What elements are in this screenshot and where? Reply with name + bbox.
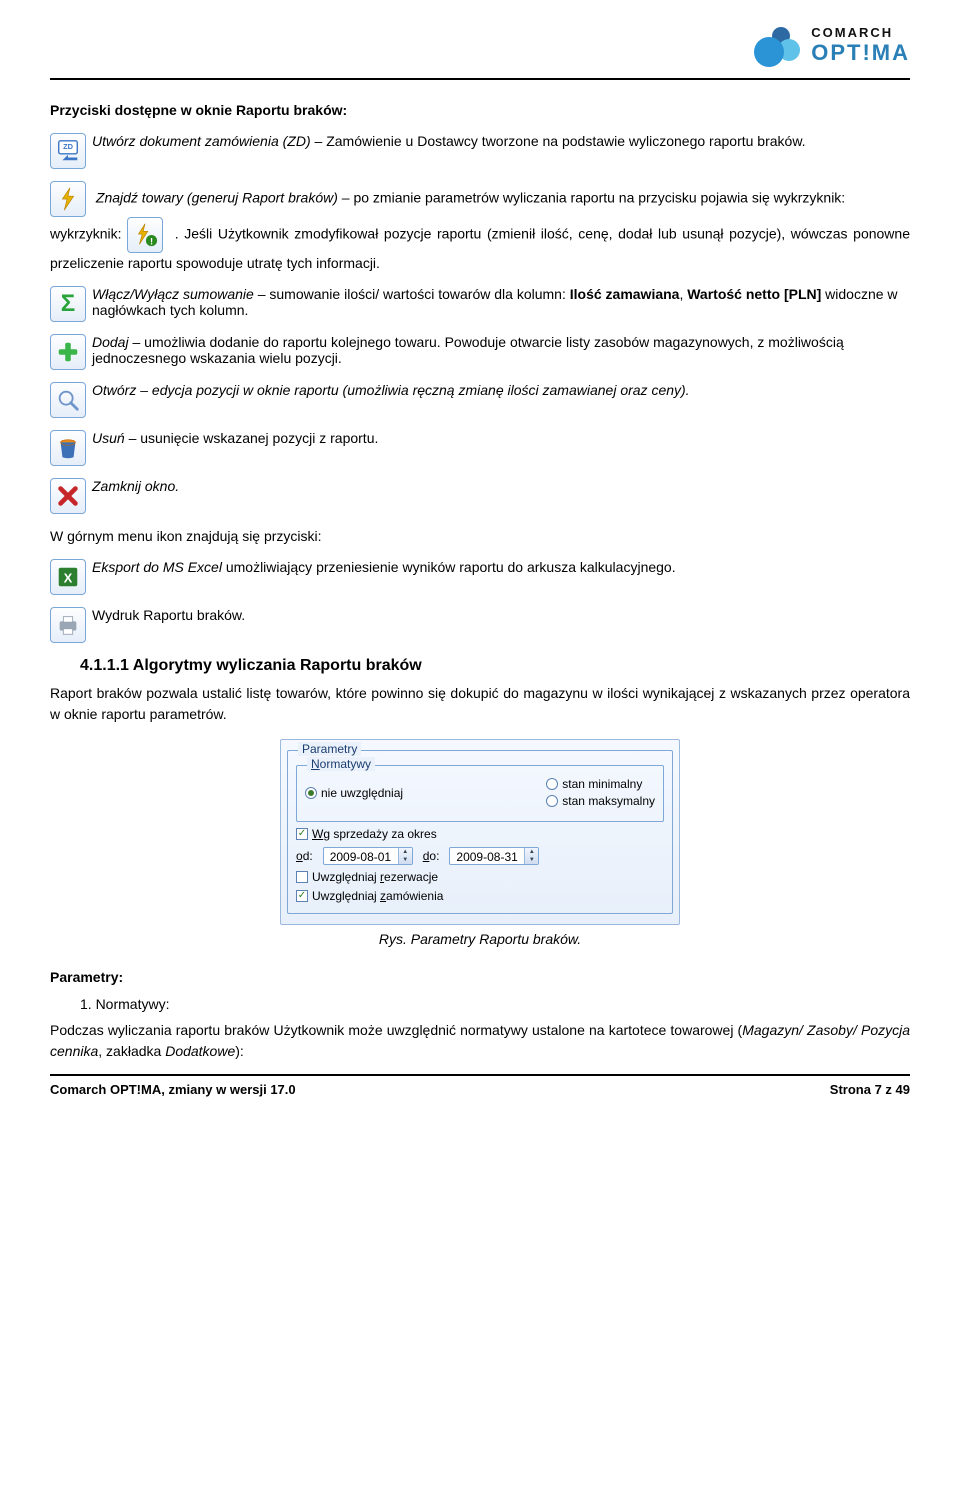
del-icon[interactable]	[50, 430, 86, 466]
date-row: od: 2009-08-01 ▲▼ do: 2009-08-31 ▲▼	[296, 847, 664, 865]
item-sum: Σ Włącz/Wyłącz sumowanie – sumowanie ilo…	[50, 286, 910, 322]
date-do-value: 2009-08-31	[456, 850, 517, 864]
params-panel: Parametry Normatywy nie uwzględniaj	[280, 739, 680, 925]
find-tail: . Jeśli Użytkownik zmodyfikował pozycje …	[50, 226, 910, 271]
excel-text: umożliwiający przeniesienie wyników rapo…	[226, 559, 676, 575]
date-do-label: do:	[423, 849, 440, 863]
sum-b1: Ilość zamawiana	[570, 286, 680, 302]
sum-t1: – sumowanie ilości/ wartości towarów dla…	[254, 286, 570, 302]
algo-paragraph: Raport braków pozwala ustalić listę towa…	[50, 683, 910, 725]
svg-text:!: !	[150, 236, 153, 246]
radio-stanmax-label: stan maksymalny	[562, 794, 655, 808]
chk-wg-label: Wg sprzedaży za okres	[312, 827, 437, 841]
chk-rez-label: Uwzględniaj rezerwacje	[312, 870, 438, 884]
add-label: Dodaj	[92, 334, 129, 350]
legend-parametry: Parametry	[298, 742, 361, 756]
chk-zam-label: Uwzględniaj zamówienia	[312, 889, 443, 903]
del-text: – usunięcie wskazanej pozycji z raportu.	[125, 430, 379, 446]
add-text: – umożliwia dodanie do raportu kolejnego…	[92, 334, 844, 366]
print-icon[interactable]	[50, 607, 86, 643]
logo-bubbles-icon	[743, 20, 803, 70]
logo: COMARCH OPT!MA	[743, 20, 910, 70]
pp-t1: Podczas wyliczania raportu braków Użytko…	[50, 1022, 742, 1038]
find-text1: – po zmianie parametrów wyliczania rapor…	[338, 190, 845, 206]
zd-icon[interactable]: ZD	[50, 133, 86, 169]
radio-stan-min[interactable]: stan minimalny	[546, 777, 655, 791]
pp-t3: ):	[235, 1043, 244, 1059]
radio-nieuw-label: nie uwzględniaj	[321, 786, 403, 800]
close-label: Zamknij okno.	[92, 478, 179, 494]
item-find: Znajdź towary (generuj Raport braków) – …	[50, 181, 910, 274]
item-excel: X Eksport do MS Excel umożliwiający prze…	[50, 559, 910, 595]
pp-i2: Dodatkowe	[165, 1043, 235, 1059]
svg-text:ZD: ZD	[63, 142, 74, 151]
page: COMARCH OPT!MA Przyciski dostępne w okni…	[0, 0, 960, 1107]
figure-caption: Rys. Parametry Raportu braków.	[50, 931, 910, 947]
radio-nieuwzgledniaj[interactable]: nie uwzględniaj	[305, 786, 403, 800]
sum-b2: Wartość netto [PLN]	[687, 286, 821, 302]
open-label: Otwórz – edycja pozycji w oknie raportu …	[92, 382, 690, 398]
section-title: Przyciski dostępne w oknie Raportu brakó…	[50, 100, 910, 121]
page-header: COMARCH OPT!MA	[50, 20, 910, 80]
close-icon[interactable]	[50, 478, 86, 514]
sum-label: Włącz/Wyłącz sumowanie	[92, 286, 254, 302]
heading-4111: 4.1.1.1 Algorytmy wyliczania Raportu bra…	[80, 657, 910, 675]
check-rezerwacje[interactable]: Uwzględniaj rezerwacje	[296, 870, 664, 884]
excel-label: Eksport do MS Excel	[92, 559, 226, 575]
date-do-input[interactable]: 2009-08-31 ▲▼	[449, 847, 539, 865]
brand-top: COMARCH	[811, 25, 910, 40]
item-print: Wydruk Raportu braków.	[50, 607, 910, 643]
open-icon[interactable]	[50, 382, 86, 418]
mid-text: W górnym menu ikon znajdują się przycisk…	[50, 526, 910, 547]
date-od-label: od:	[296, 849, 313, 863]
check-wg-sprzedazy[interactable]: Wg sprzedaży za okres	[296, 827, 664, 841]
excel-icon[interactable]: X	[50, 559, 86, 595]
footer-right: Strona 7 z 49	[830, 1082, 910, 1097]
del-label: Usuń	[92, 430, 125, 446]
find-line2: wykrzyknik:	[50, 226, 127, 242]
brand-bottom: OPT!MA	[811, 40, 910, 66]
date-od-value: 2009-08-01	[330, 850, 391, 864]
item-del: Usuń – usunięcie wskazanej pozycji z rap…	[50, 430, 910, 466]
pp-t2: , zakładka	[98, 1043, 165, 1059]
date-od-input[interactable]: 2009-08-01 ▲▼	[323, 847, 413, 865]
params-label: Parametry:	[50, 967, 910, 988]
radio-stanmin-label: stan minimalny	[562, 777, 642, 791]
item-open: Otwórz – edycja pozycji w oknie raportu …	[50, 382, 910, 418]
fieldset-normatywy: Normatywy nie uwzględniaj stan minimaln	[296, 765, 664, 822]
footer-left: Comarch OPT!MA, zmiany w wersji 17.0	[50, 1082, 296, 1097]
page-footer: Comarch OPT!MA, zmiany w wersji 17.0 Str…	[50, 1074, 910, 1097]
check-zamowienia[interactable]: Uwzględniaj zamówienia	[296, 889, 664, 903]
find-label: Znajdź towary (generuj Raport braków)	[96, 190, 338, 206]
item-close: Zamknij okno.	[50, 478, 910, 514]
add-icon[interactable]	[50, 334, 86, 370]
zd-label: Utwórz dokument zamówienia (ZD)	[92, 133, 311, 149]
bolt-excl-icon[interactable]: !	[127, 217, 163, 253]
bolt-icon[interactable]	[50, 181, 86, 217]
print-text: Wydruk Raportu braków.	[92, 607, 245, 623]
svg-text:X: X	[64, 571, 73, 586]
params-paragraph: Podczas wyliczania raportu braków Użytko…	[50, 1020, 910, 1062]
list-item-1: 1. Normatywy:	[80, 996, 910, 1012]
zd-text: – Zamówienie u Dostawcy tworzone na pods…	[311, 133, 806, 149]
item-zd: ZD Utwórz dokument zamówienia (ZD) – Zam…	[50, 133, 910, 169]
item-add: Dodaj – umożliwia dodanie do raportu kol…	[50, 334, 910, 370]
radio-stan-max[interactable]: stan maksymalny	[546, 794, 655, 808]
content: Przyciski dostępne w oknie Raportu brakó…	[50, 100, 910, 1062]
fieldset-parametry: Parametry Normatywy nie uwzględniaj	[287, 750, 673, 914]
legend-normatywy: Normatywy	[307, 757, 375, 771]
sum-icon[interactable]: Σ	[50, 286, 86, 322]
